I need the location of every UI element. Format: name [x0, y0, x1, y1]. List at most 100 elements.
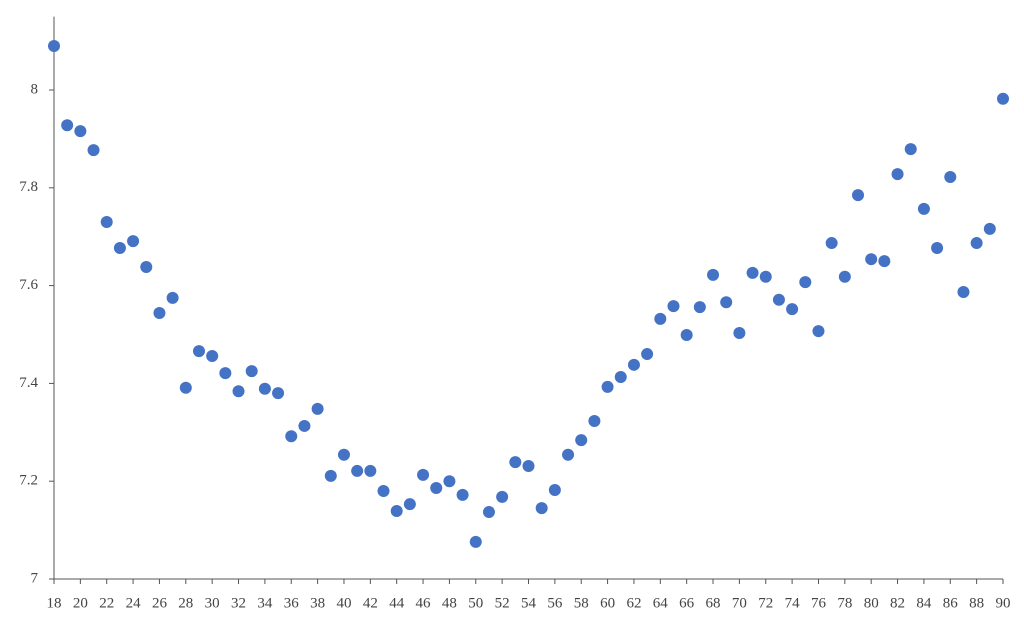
point — [799, 276, 812, 289]
point — [351, 464, 364, 477]
point — [430, 482, 443, 495]
point — [825, 237, 838, 250]
x-tick-label: 62 — [626, 595, 641, 611]
point — [390, 505, 403, 518]
point — [667, 300, 680, 313]
point — [140, 261, 153, 274]
point — [324, 469, 337, 482]
point — [509, 456, 522, 469]
point — [641, 348, 654, 361]
point — [179, 381, 192, 394]
point — [87, 144, 100, 157]
x-tick-label: 50 — [468, 595, 483, 611]
x-tick-label: 74 — [785, 595, 801, 611]
point — [272, 387, 285, 400]
x-tick-label: 20 — [73, 595, 88, 611]
point — [113, 241, 126, 254]
point — [166, 291, 179, 304]
x-tick-label: 36 — [284, 595, 300, 611]
point — [733, 327, 746, 340]
point — [232, 385, 245, 398]
point — [417, 468, 430, 481]
x-tick-label: 38 — [310, 595, 325, 611]
point — [258, 382, 271, 395]
point — [997, 92, 1009, 105]
point — [456, 488, 469, 501]
x-tick-label: 70 — [732, 595, 747, 611]
x-tick-label: 86 — [943, 595, 959, 611]
x-tick-label: 26 — [152, 595, 168, 611]
x-tick-label: 40 — [336, 595, 351, 611]
y-tick-label: 8 — [31, 81, 39, 97]
point — [100, 216, 113, 229]
point — [337, 448, 350, 461]
point — [469, 535, 482, 548]
point — [443, 475, 456, 488]
point — [957, 285, 970, 298]
point — [403, 498, 416, 511]
point — [746, 266, 759, 279]
point — [377, 484, 390, 497]
point — [535, 502, 548, 515]
point — [364, 464, 377, 477]
point — [627, 358, 640, 371]
y-tick-label: 7.4 — [19, 375, 38, 391]
point — [575, 434, 588, 447]
point — [838, 270, 851, 283]
point — [127, 235, 140, 248]
y-tick-label: 7.6 — [19, 277, 38, 293]
point — [298, 419, 311, 432]
x-tick-label: 48 — [442, 595, 457, 611]
point — [970, 237, 983, 250]
point — [588, 415, 601, 428]
point — [614, 371, 627, 384]
point — [812, 325, 825, 338]
point — [865, 253, 878, 266]
point — [61, 119, 74, 132]
x-tick-label: 52 — [495, 595, 510, 611]
point — [285, 430, 298, 443]
point — [680, 328, 693, 341]
x-tick-label: 60 — [600, 595, 615, 611]
x-tick-label: 30 — [205, 595, 220, 611]
y-tick-label: 7.2 — [19, 473, 38, 489]
y-tick-label: 7.8 — [19, 179, 38, 195]
point — [482, 506, 495, 519]
point — [562, 448, 575, 461]
x-tick-label: 24 — [126, 595, 142, 611]
point — [74, 125, 87, 138]
x-tick-label: 54 — [521, 595, 537, 611]
point — [192, 345, 205, 358]
point — [983, 222, 996, 235]
x-tick-label: 42 — [363, 595, 378, 611]
x-tick-label: 56 — [547, 595, 563, 611]
point — [917, 202, 930, 215]
x-tick-label: 32 — [231, 595, 246, 611]
point — [786, 303, 799, 316]
x-tick-label: 22 — [99, 595, 114, 611]
point — [496, 490, 509, 503]
x-tick-label: 72 — [758, 595, 773, 611]
x-tick-label: 76 — [811, 595, 827, 611]
point — [654, 312, 667, 325]
point — [219, 367, 232, 380]
point — [720, 296, 733, 309]
x-tick-label: 90 — [996, 595, 1011, 611]
point — [601, 380, 614, 393]
point — [944, 171, 957, 184]
x-tick-label: 34 — [257, 595, 273, 611]
point — [878, 255, 891, 268]
y-tick-label: 7 — [31, 570, 39, 586]
x-tick-label: 18 — [47, 595, 62, 611]
point — [206, 350, 219, 363]
point — [772, 293, 785, 306]
point — [852, 189, 865, 202]
x-tick-label: 84 — [916, 595, 932, 611]
x-tick-label: 68 — [706, 595, 721, 611]
point — [931, 241, 944, 254]
point — [153, 306, 166, 319]
x-tick-label: 88 — [969, 595, 984, 611]
x-tick-label: 64 — [653, 595, 669, 611]
point — [891, 168, 904, 181]
